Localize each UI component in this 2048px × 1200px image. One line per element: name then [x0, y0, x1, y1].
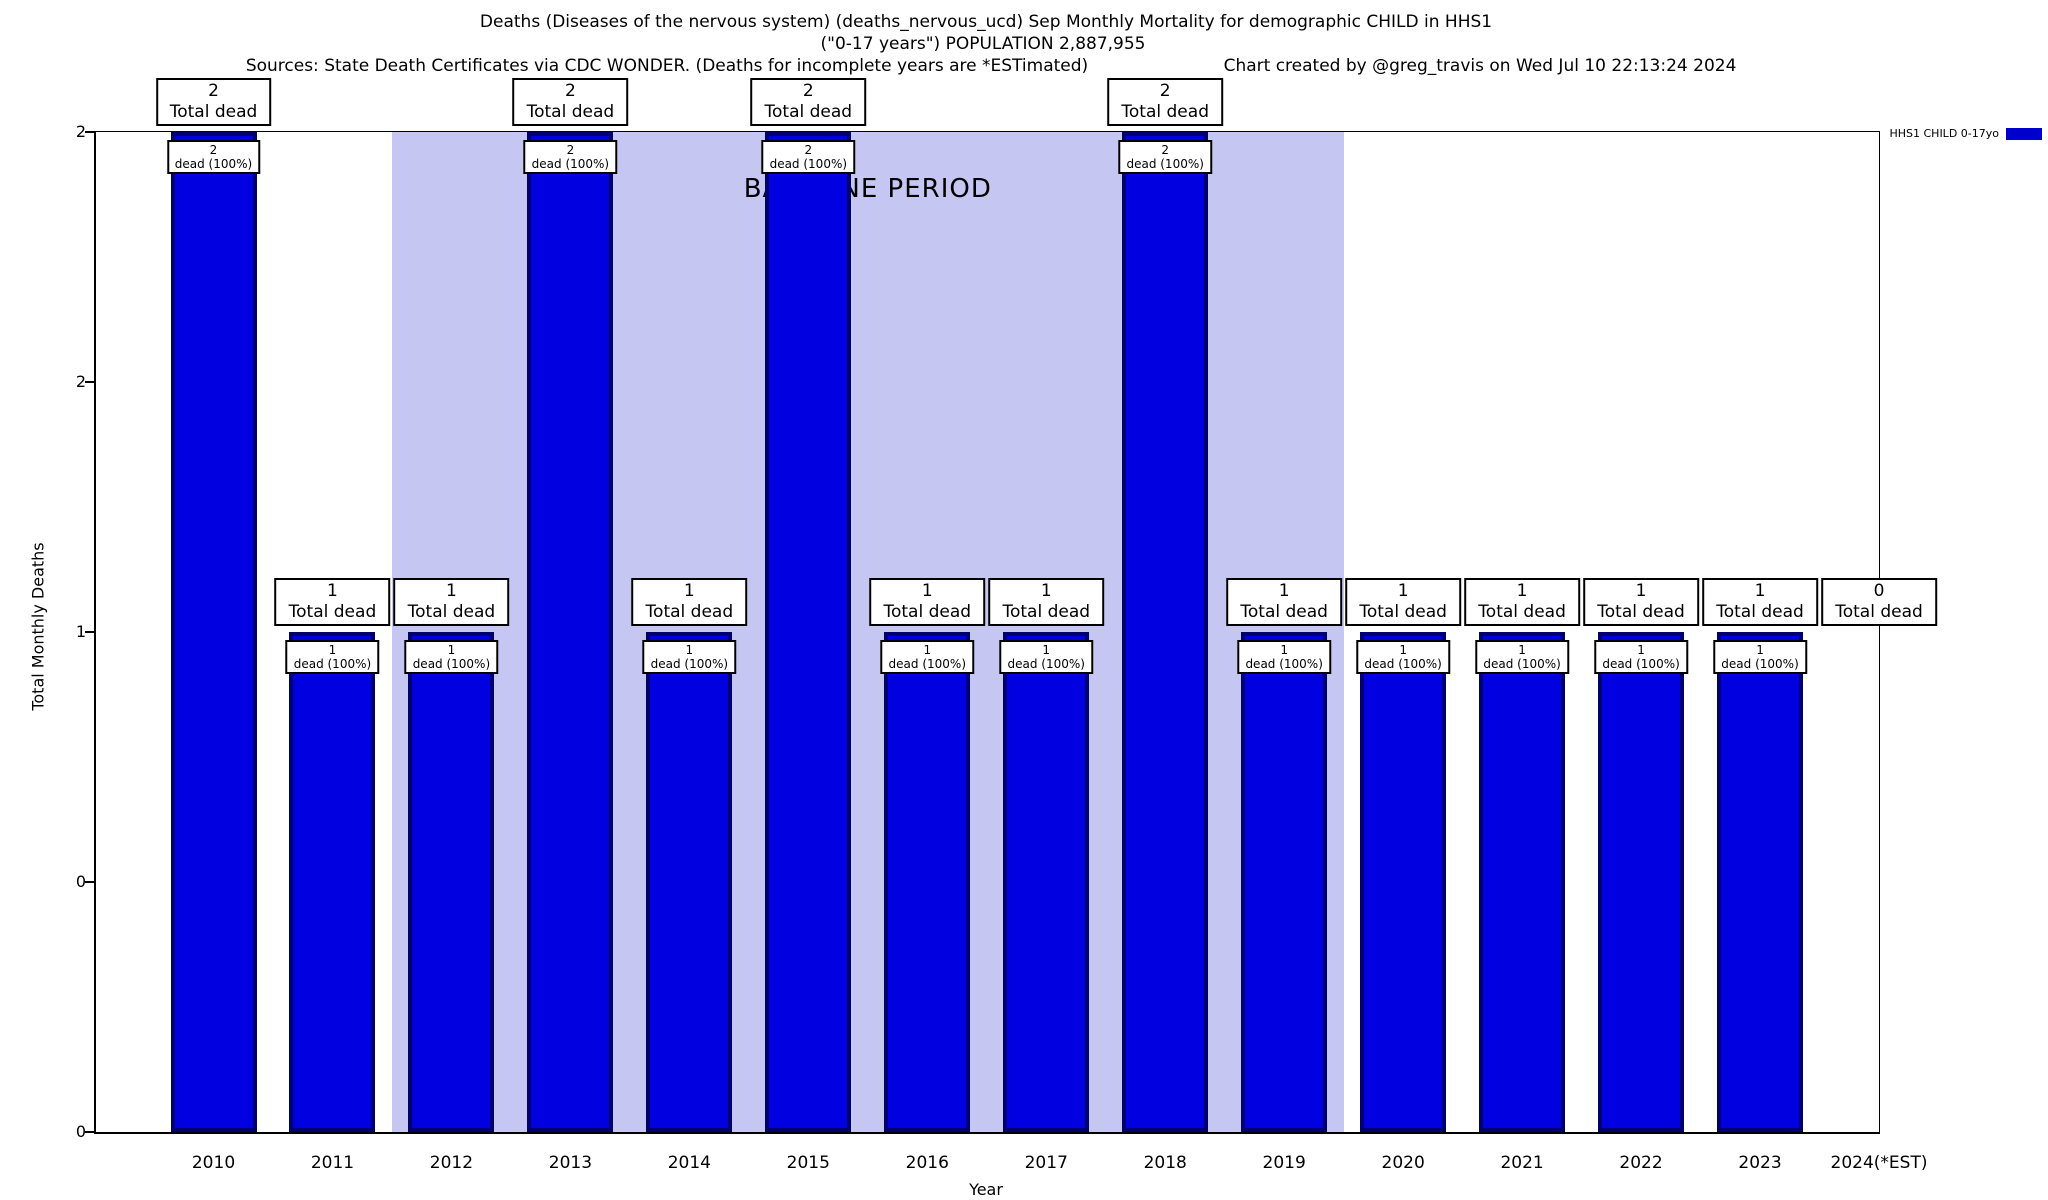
chart-subtitle: ("0-17 years") POPULATION 2,887,955: [820, 34, 1146, 54]
x-tick-label: 2010: [191, 1153, 236, 1173]
total-dead-label: 1 Total dead: [988, 578, 1105, 626]
x-tick-label: 2017: [1024, 1153, 1068, 1173]
x-axis-title: Year: [969, 1180, 1003, 1199]
legend: HHS1 CHILD 0-17yo: [1889, 127, 2042, 140]
total-dead-label: 1 Total dead: [869, 578, 986, 626]
bar-percent-label: 1 dead (100%): [642, 640, 737, 674]
bar-2012: [408, 632, 495, 1132]
y-tick-label: 2: [75, 372, 86, 391]
x-tick-label: 2019: [1262, 1153, 1306, 1173]
bar-percent-label: 1 dead (100%): [880, 640, 975, 674]
bar-percent-label: 1 dead (100%): [1237, 640, 1331, 674]
legend-swatch: [2006, 127, 2042, 140]
bar-2015: [765, 132, 852, 1132]
legend-label: HHS1 CHILD 0-17yo: [1889, 127, 1999, 140]
bar-percent-label: 1 dead (100%): [999, 640, 1093, 674]
y-tick-label: 1: [75, 622, 86, 641]
bar-2020: [1360, 632, 1447, 1132]
y-tick-mark: [85, 631, 94, 633]
total-dead-label: 1 Total dead: [1464, 578, 1580, 626]
y-tick-label: 0: [75, 1122, 86, 1141]
bar-2013: [527, 132, 614, 1132]
bar-2014: [646, 632, 733, 1132]
y-tick-mark: [85, 381, 94, 383]
bar-2018: [1122, 132, 1209, 1132]
total-dead-label: 1 Total dead: [631, 578, 748, 626]
x-tick-label: 2022: [1619, 1153, 1663, 1173]
bar-percent-label: 1 dead (100%): [285, 640, 380, 674]
bar-percent-label: 2 dead (100%): [1118, 140, 1212, 174]
bar-percent-label: 2 dead (100%): [761, 140, 856, 174]
bar-percent-label: 1 dead (100%): [1713, 640, 1807, 674]
bar-2011: [289, 632, 376, 1132]
bar-2019: [1241, 632, 1328, 1132]
sources-note: Sources: State Death Certificates via CD…: [245, 56, 1089, 76]
total-dead-label: 1 Total dead: [1226, 578, 1342, 626]
credit-note: Chart created by @greg_travis on Wed Jul…: [1223, 56, 1737, 76]
x-tick-label: 2012: [429, 1153, 474, 1173]
y-tick-label: 2: [75, 122, 86, 141]
x-tick-label: 2024(*EST): [1830, 1153, 1928, 1173]
x-tick-label: 2014: [667, 1153, 711, 1173]
y-tick-mark: [85, 131, 94, 133]
bar-percent-label: 1 dead (100%): [1475, 640, 1569, 674]
bar-percent-label: 2 dead (100%): [523, 140, 618, 174]
y-tick-mark: [85, 881, 94, 883]
bar-2017: [1003, 632, 1090, 1132]
bar-2016: [884, 632, 971, 1132]
y-tick-label: 0: [75, 872, 86, 891]
bar-percent-label: 1 dead (100%): [404, 640, 499, 674]
total-dead-label: 2 Total dead: [512, 78, 629, 126]
bar-2021: [1479, 632, 1566, 1132]
x-tick-label: 2023: [1738, 1153, 1782, 1173]
total-dead-label: 1 Total dead: [1702, 578, 1818, 626]
x-tick-label: 2013: [548, 1153, 593, 1173]
plot-area: BASELINE PERIOD 2 dead (100%) 2 Total dead 2…: [76, 78, 1937, 1173]
x-tick-label: 2016: [905, 1153, 949, 1173]
bar-2022: [1598, 632, 1685, 1132]
x-tick-label: 2015: [786, 1153, 830, 1173]
x-tick-label: 2011: [310, 1153, 355, 1173]
total-dead-label: 1 Total dead: [393, 578, 510, 626]
bar-percent-label: 1 dead (100%): [1356, 640, 1450, 674]
bar-2010: [170, 132, 257, 1132]
total-dead-label: 2 Total dead: [155, 78, 272, 126]
total-dead-label: 2 Total dead: [750, 78, 867, 126]
x-tick-label: 2020: [1381, 1153, 1425, 1173]
x-tick-label: 2021: [1500, 1153, 1544, 1173]
bar-percent-label: 1 dead (100%): [1594, 640, 1688, 674]
x-tick-label: 2018: [1143, 1153, 1187, 1173]
total-dead-label: 1 Total dead: [274, 578, 391, 626]
total-dead-label: 1 Total dead: [1345, 578, 1461, 626]
y-tick-mark: [85, 1131, 94, 1133]
bar-2023: [1717, 632, 1804, 1132]
total-dead-label: 0 Total dead: [1821, 578, 1937, 626]
bar-percent-label: 2 dead (100%): [166, 140, 261, 174]
total-dead-label: 1 Total dead: [1583, 578, 1699, 626]
chart-title: Deaths (Diseases of the nervous system) …: [479, 12, 1493, 32]
total-dead-label: 2 Total dead: [1107, 78, 1223, 126]
